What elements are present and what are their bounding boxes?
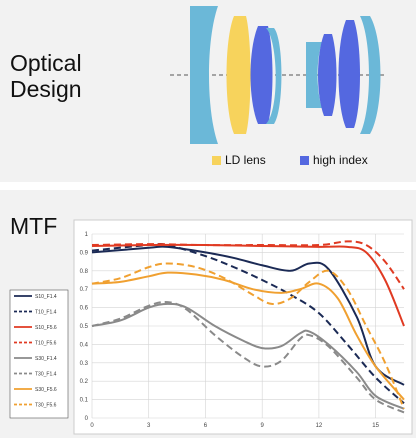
y-tick-label: 0.4 [80,342,89,348]
y-tick-label: 0.6 [80,306,89,312]
lens-element-6-high-index [318,34,337,116]
lens-element-4 [266,28,282,124]
series-line-s30-f1-4 [91,302,405,410]
x-tick-label: 9 [261,423,265,429]
y-tick-label: 0.1 [80,398,89,404]
legend-ld-lens: LD lens [212,153,266,167]
legend-high-index-swatch [300,155,309,165]
mtf-panel: MTF 0 0.1 0.2 0.3 0.4 0.5 0.6 0.7 0.8 0.9 1 0 3 6 9 12 1… [0,190,416,438]
x-tick-label: 12 [316,423,323,429]
legend-high-index: high index [300,153,368,167]
mtf-title: MTF [10,213,58,239]
mtf-chart: 0 0.1 0.2 0.3 0.4 0.5 0.6 0.7 0.8 0.9 1 0 3 6 9 12 15 S1… [9,219,413,435]
lens-element-5 [306,42,322,108]
legend-high-index-label: high index [313,153,368,167]
y-tick-label: 0.8 [80,269,89,275]
legend-label: S30_F5.6 [35,387,57,393]
legend-label: T30_F1.4 [35,372,57,378]
chart-frame [73,219,413,435]
y-tick-label: 0.7 [80,287,89,293]
x-tick-label: 15 [372,423,379,429]
legend-label: S30_F1.4 [35,356,57,362]
y-tick-label: 1 [85,232,89,238]
series-line-t30-f5-6 [91,262,405,410]
legend-ld-label: LD lens [225,153,266,167]
legend-label: T10_F5.6 [35,341,57,347]
legend-label: S10_F1.4 [35,294,57,300]
x-tick-label: 0 [90,423,94,429]
legend-ld-swatch [212,155,221,165]
lens-element-3-high-index [250,26,273,124]
x-tick-label: 3 [147,423,151,429]
y-tick-label: 0.3 [80,361,89,367]
series-line-s30-f5-6 [91,271,405,401]
lens-element-2-ld [226,16,251,134]
y-tick-label: 0.9 [80,250,89,256]
optical-title-line2: Design [10,76,82,102]
legend-label: S10_F5.6 [35,325,57,331]
lens-diagram [170,6,385,144]
x-tick-label: 6 [204,423,208,429]
optical-title-line1: Optical [10,50,82,76]
series-line-s10-f1-4 [91,245,405,386]
lens-element-1 [190,6,218,144]
legend-label: T30_F5.6 [35,403,57,409]
series-line-s10-f5-6 [91,243,405,327]
optical-design-panel: Optical Design LD lens high index [0,0,416,182]
y-tick-label: 0.2 [80,379,89,385]
series-line-t10-f5-6 [91,240,405,290]
y-tick-label: 0.5 [80,324,89,330]
legend-label: T10_F1.4 [35,310,57,316]
lens-element-8 [360,16,381,134]
y-tick-label: 0 [85,416,89,422]
series-line-t30-f1-4 [91,300,405,414]
lens-element-7-high-index [338,20,360,128]
